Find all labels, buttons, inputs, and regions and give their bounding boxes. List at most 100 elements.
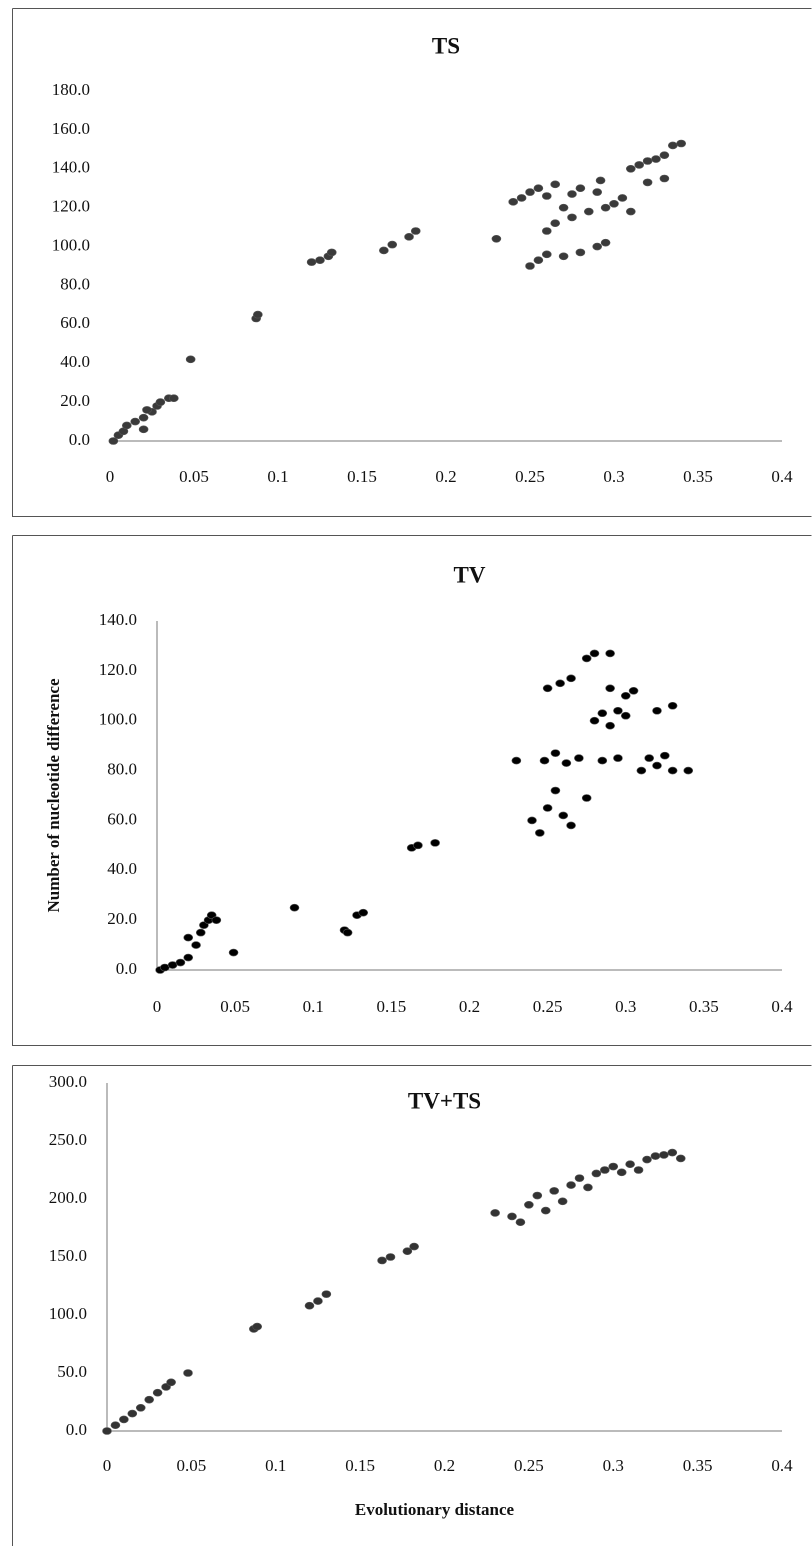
point [359, 909, 368, 916]
point [568, 214, 577, 221]
x-tick-label: 0.25 [514, 1456, 544, 1475]
point [541, 1207, 550, 1214]
point [139, 414, 148, 421]
point [290, 904, 299, 911]
point [596, 177, 605, 184]
point [645, 755, 654, 762]
point [576, 185, 585, 192]
point [677, 140, 686, 147]
point [119, 1416, 128, 1423]
y-axis-title: Number of nucleotide difference [44, 678, 63, 912]
point [388, 241, 397, 248]
point [629, 687, 638, 694]
point [559, 253, 568, 260]
x-tick-label: 0.4 [771, 467, 793, 486]
x-tick-label: 0.1 [303, 997, 324, 1016]
point [567, 675, 576, 682]
y-tick-label: 120.0 [52, 197, 90, 216]
point [551, 220, 560, 227]
y-tick-label: 20.0 [107, 909, 137, 928]
figure: TS0.020.040.060.080.0100.0120.0140.0160.… [0, 0, 812, 1546]
point [556, 680, 565, 687]
y-tick-label: 80.0 [60, 274, 90, 293]
point [145, 1396, 154, 1403]
point [559, 812, 568, 819]
point [593, 189, 602, 196]
point [584, 208, 593, 215]
point [659, 1151, 668, 1158]
x-tick-label: 0.1 [265, 1456, 286, 1475]
point [618, 194, 627, 201]
point [606, 685, 615, 692]
point [516, 1219, 525, 1226]
y-tick-label: 100.0 [49, 1304, 87, 1323]
point [378, 1257, 387, 1264]
point [410, 1243, 419, 1250]
point [575, 1175, 584, 1182]
x-tick-label: 0.2 [435, 467, 456, 486]
point [533, 1192, 542, 1199]
x-tick-label: 0.05 [177, 1456, 207, 1475]
point [651, 1153, 660, 1160]
x-tick-label: 0 [103, 1456, 112, 1475]
point [491, 1209, 500, 1216]
point [184, 934, 193, 941]
point [534, 257, 543, 264]
point [643, 1156, 652, 1163]
point [540, 757, 549, 764]
point [543, 685, 552, 692]
point [212, 917, 221, 924]
y-tick-label: 120.0 [99, 660, 137, 679]
point [582, 655, 591, 662]
point [535, 829, 544, 836]
point [386, 1254, 395, 1261]
point [606, 650, 615, 657]
x-tick-label: 0.05 [179, 467, 209, 486]
point [582, 794, 591, 801]
x-tick-label: 0.25 [515, 467, 545, 486]
chart-title: TS [432, 33, 460, 58]
point [192, 942, 201, 949]
point [156, 399, 165, 406]
chart-title: TV+TS [408, 1088, 481, 1113]
point [253, 311, 262, 318]
point [186, 356, 195, 363]
x-tick-label: 0.35 [683, 467, 713, 486]
point [526, 263, 535, 270]
point [559, 204, 568, 211]
y-tick-label: 0.0 [66, 1420, 87, 1439]
point [621, 712, 630, 719]
y-tick-label: 60.0 [60, 313, 90, 332]
y-tick-label: 140.0 [52, 158, 90, 177]
x-tick-label: 0.2 [459, 997, 480, 1016]
point [567, 1182, 576, 1189]
point [626, 208, 635, 215]
point [313, 1298, 322, 1305]
point [635, 161, 644, 168]
point [509, 198, 518, 205]
point [327, 249, 336, 256]
point [431, 839, 440, 846]
point [600, 1167, 609, 1174]
point [196, 929, 205, 936]
point [598, 710, 607, 717]
point [567, 822, 576, 829]
x-tick-label: 0.2 [434, 1456, 455, 1475]
y-tick-label: 60.0 [107, 809, 137, 828]
point [676, 1155, 685, 1162]
point [660, 152, 669, 159]
point [253, 1323, 262, 1330]
point [122, 422, 131, 429]
point [601, 204, 610, 211]
point [568, 191, 577, 198]
point [307, 259, 316, 266]
point [593, 243, 602, 250]
point [153, 1389, 162, 1396]
y-tick-label: 300.0 [49, 1072, 87, 1091]
point [405, 233, 414, 240]
point [558, 1198, 567, 1205]
point [131, 418, 140, 425]
point [524, 1201, 533, 1208]
point [626, 1161, 635, 1168]
point [598, 757, 607, 764]
